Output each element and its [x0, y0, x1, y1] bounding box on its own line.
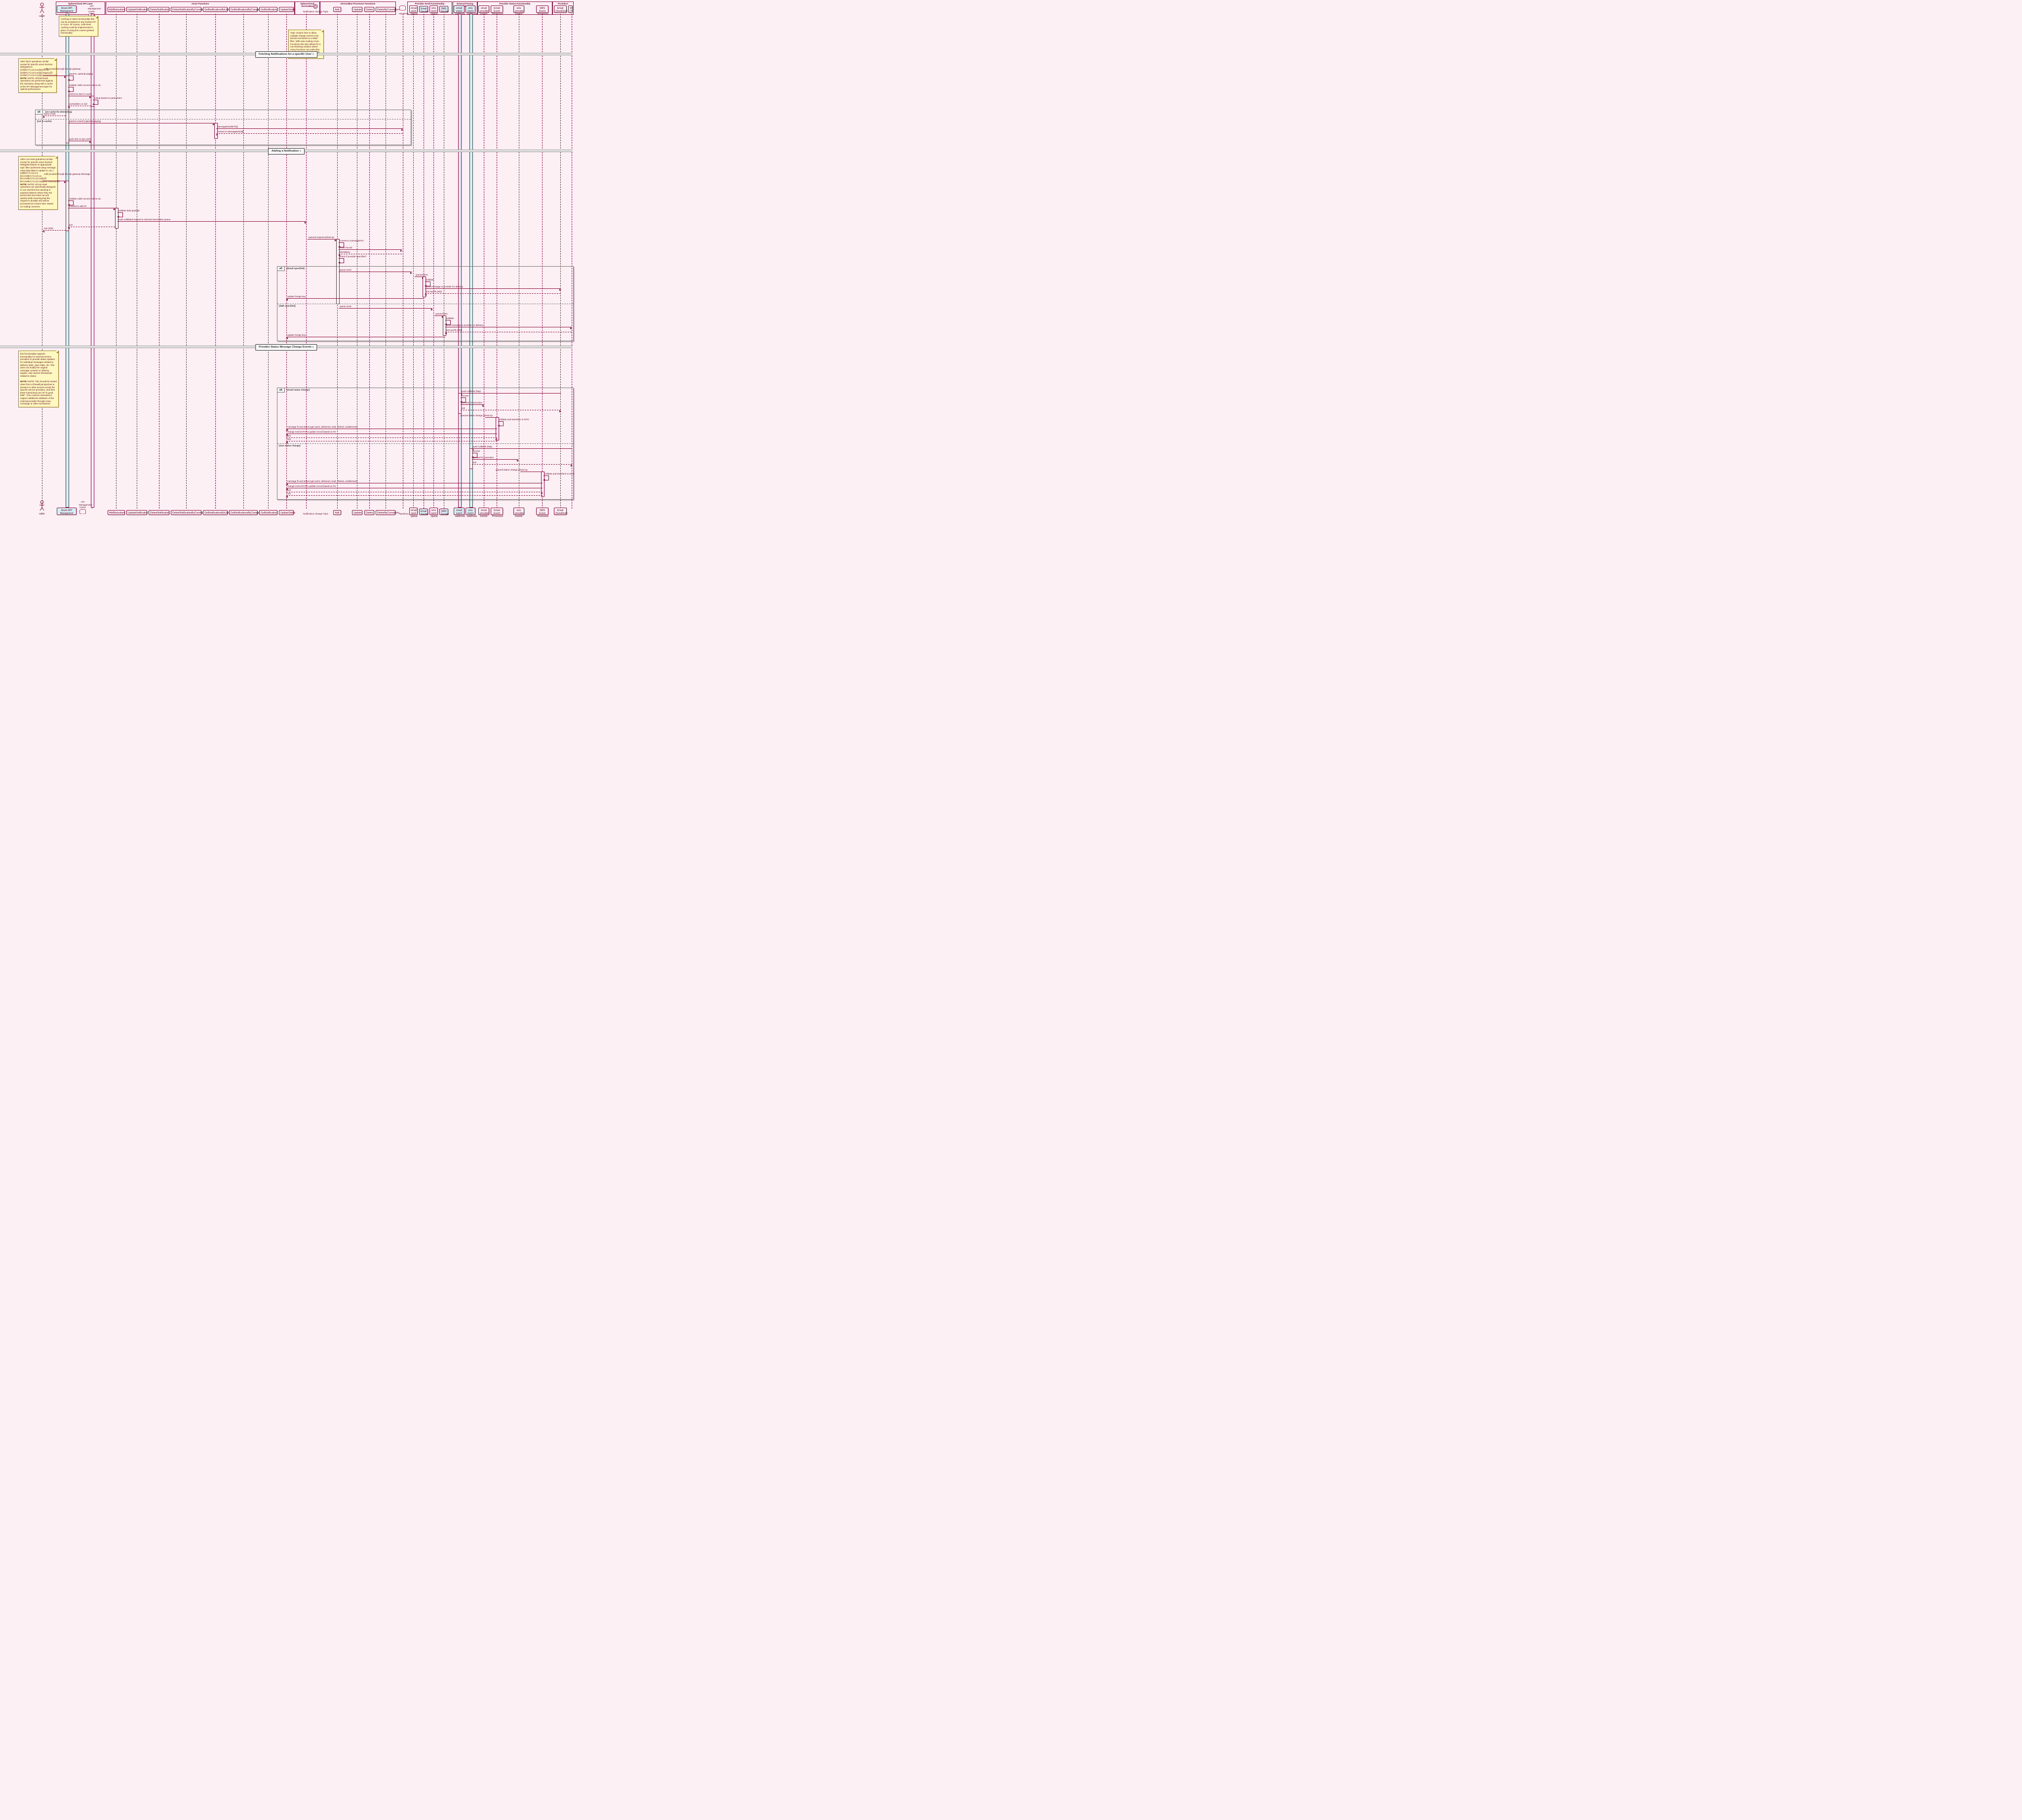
- msg-validate-payload: validate data payload: [117, 212, 123, 217]
- p-es-b: Email Sender: [419, 509, 428, 515]
- p-spe-b: sms provider events: [513, 508, 524, 515]
- p-repo-b: repository: [399, 512, 406, 515]
- p-add-b: AddNotication: [108, 510, 125, 515]
- p-ss-b: SMS Sender: [439, 509, 448, 515]
- note-nonread: other non-read operations similar except…: [18, 156, 58, 210]
- participant-api-mgmt: Azure API Managment: [57, 5, 77, 13]
- lifeline-getuser: [215, 14, 216, 509]
- participant-emailpe: email provider events: [478, 5, 489, 13]
- act: [66, 181, 69, 231]
- participant-sadd: Add: [333, 7, 341, 12]
- participant-sdelcorr: DeleteByCorrelation: [376, 7, 395, 12]
- participant-emailep: Email Event Processor: [491, 5, 503, 13]
- msg-convert-dto: convert to MessageDetail[]: [216, 133, 403, 134]
- p-sq-b: sms send queue: [429, 508, 438, 515]
- p-cache-b: API Management Cache: [79, 500, 86, 515]
- p-eep-b: Email Event Processor: [491, 508, 503, 515]
- participant-add: AddNotication: [108, 7, 125, 12]
- msg-params-paging: params, optional paging: [68, 76, 74, 80]
- p-del-b: DeleteNotification: [149, 510, 169, 515]
- actor-caller-bottom: caller: [39, 500, 45, 515]
- p-topic-b: Notification Change Topic: [303, 512, 328, 515]
- p-gu-b: GetNotificationsByUser: [203, 510, 228, 515]
- participant-sdel: Delete: [364, 7, 374, 12]
- p-sg-b: Email (SendGrid): [554, 508, 567, 515]
- p-sdc-b: DeleteByCorrelation: [376, 510, 395, 515]
- msg-push-queue: push validated request to external Servi…: [117, 221, 306, 222]
- participant-smsq: sms send queue: [429, 5, 438, 13]
- p-us-b: UpdateStatus: [279, 510, 294, 515]
- p-gc-b: GetNotificationsByCompany: [229, 510, 258, 515]
- msg-insert: insert record: [339, 249, 402, 250]
- participant-delete: DeleteNotification: [149, 7, 169, 12]
- divider-add: Adding a Notification ≡: [0, 148, 573, 154]
- msg-queued-exec-e: queued for execution: [461, 404, 484, 405]
- p-epe-b: email provider events: [478, 508, 489, 515]
- act: [469, 448, 473, 469]
- divider-status: Provider Status Message Change Events ≡: [0, 344, 573, 350]
- participant-updstat: UpdateStatus: [279, 7, 294, 12]
- msg-dto-array: MessageDetailDTO[]: [216, 128, 403, 129]
- msg-update-fk-e: update foreign key: [286, 298, 424, 299]
- participant-delcorr: DeleteNotificationByCorrelation: [171, 7, 201, 12]
- participant-smspe: sms provider events: [513, 5, 524, 13]
- participant-topic: Notification Change Topic: [303, 4, 328, 13]
- participant-emailsg: Email (SendGrid): [554, 5, 567, 13]
- p-gn-b: GetNotification: [259, 510, 277, 515]
- participant-smswh: sms event webhook: [466, 5, 475, 13]
- p-sadd-b: Add: [333, 510, 341, 515]
- msg-queued-exec-s: queued for execution: [472, 459, 518, 460]
- p-upd-b: UpdateNotification: [126, 510, 147, 515]
- note-status: this functionality supports functionalit…: [18, 351, 59, 407]
- msg-ack-s-1: ack: [472, 464, 572, 465]
- p-sdel-b: Delete: [364, 510, 374, 515]
- act: [458, 393, 462, 414]
- participant-emailwh: email event webhook: [454, 5, 465, 13]
- lifeline-getnot: [268, 14, 269, 509]
- lifeline-getcomp: [243, 14, 244, 509]
- msg-ack-fk-e: ack and fk (202): [425, 293, 561, 294]
- divider-fetch: Fetching Notifications for a specific Us…: [0, 51, 573, 57]
- msg-callback-s: push callback (http): [472, 448, 572, 449]
- p-apim-b: Azure API Managment: [57, 508, 77, 515]
- participant-emailq: email send queue: [409, 5, 418, 13]
- p-delc-b: DeleteNotificationByCorrelation: [171, 510, 201, 515]
- msg-queue-send-s: queue send: [339, 308, 432, 309]
- participant-update: UpdateNotification: [126, 7, 147, 12]
- participant-getuser: GetNotificationsByUser: [203, 7, 228, 12]
- msg-ack-u-e: ack: [286, 437, 497, 438]
- p-sep-b: SMS Event Processor: [536, 508, 548, 515]
- participant-smssnd: SMS Sender: [439, 6, 448, 12]
- participant-emailsnd: Email Sender: [419, 6, 428, 12]
- participant-getnot: GetNotification: [259, 7, 277, 12]
- participant-supd: Update: [352, 7, 362, 12]
- participant-getcomp: GetNotificationsByCompany: [229, 7, 258, 12]
- msg-ack-200: ack (200): [43, 230, 66, 231]
- msg-validate-dto-s: validate and transform to DTO: [544, 475, 549, 480]
- activation-cache: [91, 14, 94, 508]
- lifeline-add: [116, 14, 117, 509]
- msg-callback-e: push callback (http): [461, 393, 561, 394]
- msg-check-provider: check if provider specified?: [339, 258, 344, 263]
- p-eq-b: email send queue: [409, 508, 418, 515]
- p-ewh-b: email event webhook: [454, 508, 465, 515]
- msg-validate-dto-e: validate and transform to DTO: [498, 421, 504, 426]
- msg-ack-u-s2: ack: [286, 495, 543, 496]
- p-swh-b: sms event webhook: [466, 508, 475, 515]
- p-supd-b: Update: [352, 510, 362, 515]
- note-caching: Caching is native functionality that can…: [59, 16, 98, 37]
- lifeline-delcorr: [186, 14, 187, 509]
- act: [115, 208, 118, 229]
- participant-smsep: SMS Event Processor: [536, 5, 548, 13]
- msg-send-provider-e: send message to provider for delivery: [425, 288, 561, 289]
- sequence-diagram: SphereCloud API Layer Azure Functions Sp…: [0, 0, 573, 515]
- msg-validate-1: validate caller access tokens etc: [68, 87, 74, 92]
- msg-lookup: lookup based on parameters: [93, 100, 98, 105]
- participant-smstw: SMS (Twilio): [568, 5, 573, 13]
